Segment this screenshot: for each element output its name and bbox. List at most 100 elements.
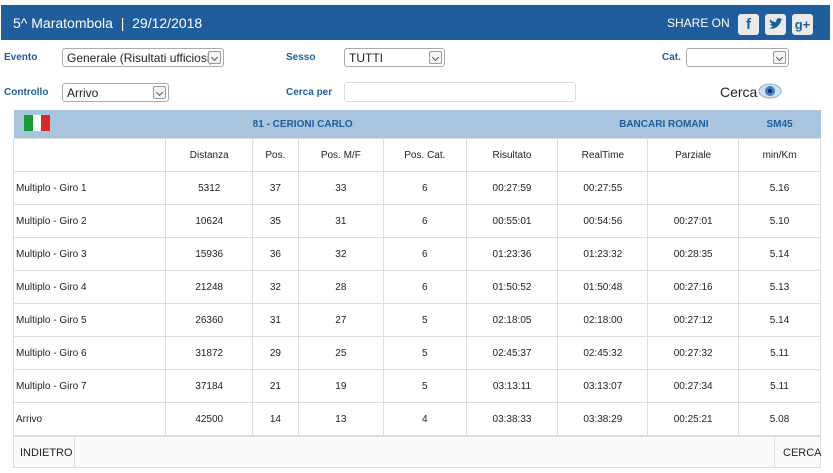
results-table: 81 - CERIONI CARLO BANCARI ROMANI SM45 D… (12, 110, 821, 436)
data-row: Multiplo - Giro 7 37184 21 19 5 03:13:11 03:13… (12, 369, 821, 403)
data-row-cell: 5.14 (738, 303, 821, 337)
data-row-cell: 5.10 (738, 204, 821, 238)
data-row-cell: 28 (297, 270, 385, 304)
data-row-cell: 03:13:07 (557, 369, 649, 403)
title: 5^ Maratombola | 29/12/2018 (13, 15, 203, 31)
controllo-label: Controllo (4, 87, 49, 98)
data-row-cell: Multiplo - Giro 5 (12, 303, 167, 337)
sesso-select[interactable]: TUTTI (344, 48, 445, 67)
data-row-cell: 00:54:56 (557, 204, 649, 238)
data-row-cell: 5.08 (738, 402, 821, 436)
column-header-cell: Risultato (465, 138, 559, 172)
data-row-cell: 00:27:34 (647, 369, 740, 403)
data-row-cell: Multiplo - Giro 1 (12, 171, 167, 205)
column-header-cell: Pos. M/F (297, 138, 385, 172)
back-button[interactable]: INDIETRO (20, 447, 73, 459)
header-bar: 5^ Maratombola | 29/12/2018 SHARE ON f g… (1, 5, 830, 40)
evento-value: Generale (Risultati ufficiosi) (67, 51, 214, 65)
gplus-icon[interactable]: g+ (792, 14, 813, 35)
column-header-cell: min/Km (738, 138, 821, 172)
data-row-cell: 42500 (165, 402, 254, 436)
data-row-cell: Arrivo (12, 402, 167, 436)
evento-label: Evento (4, 52, 38, 63)
data-row-cell: 02:45:32 (557, 336, 649, 370)
cerca-button[interactable]: Cerca (720, 84, 758, 100)
share-label: SHARE ON (667, 16, 730, 30)
search-input[interactable] (344, 82, 576, 102)
data-row-cell: 00:55:01 (465, 204, 559, 238)
data-row-cell: 32 (297, 237, 385, 271)
athlete-name: 81 - CERIONI CARLO (252, 110, 384, 139)
data-row-cell: Multiplo - Giro 2 (12, 204, 167, 238)
data-row-cell: 4 (383, 402, 467, 436)
data-row-cell: 32 (252, 270, 299, 304)
data-row-cell: 37 (252, 171, 299, 205)
data-row-cell: Multiplo - Giro 3 (12, 237, 167, 271)
facebook-icon[interactable]: f (738, 14, 759, 35)
data-row-cell: 00:28:35 (647, 237, 740, 271)
controllo-select[interactable]: Arrivo (62, 83, 169, 102)
data-row-cell: 5.14 (738, 237, 821, 271)
data-row-cell: 10624 (165, 204, 254, 238)
evento-select[interactable]: Generale (Risultati ufficiosi) (62, 48, 224, 67)
data-row-cell: 02:18:00 (557, 303, 649, 337)
data-row-cell: 01:23:36 (465, 237, 559, 271)
data-row: Multiplo - Giro 6 31872 29 25 5 02:45:37 02:45… (12, 336, 821, 370)
eye-icon[interactable] (758, 81, 783, 101)
data-row-cell: 21248 (165, 270, 254, 304)
column-header-cell: Pos. (252, 138, 299, 172)
athlete-category: SM45 (738, 110, 821, 139)
data-row-cell: 00:27:01 (647, 204, 740, 238)
data-row-cell: 5 (383, 336, 467, 370)
data-row-cell: 03:13:11 (465, 369, 559, 403)
data-row-cell: 5 (383, 369, 467, 403)
data-row-cell: 00:27:59 (465, 171, 559, 205)
data-row-cell: 27 (297, 303, 385, 337)
data-row-cell: 26360 (165, 303, 254, 337)
flag (23, 114, 50, 131)
data-row-cell: Multiplo - Giro 6 (12, 336, 167, 370)
divider (74, 437, 75, 467)
sesso-value: TUTTI (349, 51, 383, 65)
flag-cell (13, 110, 253, 139)
data-row-cell: 33 (297, 171, 385, 205)
athlete-row: 81 - CERIONI CARLO BANCARI ROMANI SM45 (13, 110, 821, 139)
data-row-cell: Multiplo - Giro 7 (12, 369, 167, 403)
athlete-team: BANCARI ROMANI (383, 110, 739, 139)
data-row-cell: 00:27:55 (557, 171, 649, 205)
data-row-cell: 5.11 (738, 336, 821, 370)
column-header-cell: Distanza (165, 138, 254, 172)
data-row-cell: 6 (383, 270, 467, 304)
data-row-cell: 02:45:37 (465, 336, 559, 370)
data-row-cell: 29 (252, 336, 299, 370)
data-row-cell: 31 (297, 204, 385, 238)
sesso-label: Sesso (286, 52, 316, 63)
column-header-cell: Parziale (647, 138, 740, 172)
data-row: Multiplo - Giro 1 5312 37 33 6 00:27:59 00:27:… (12, 171, 821, 205)
data-row: Multiplo - Giro 4 21248 32 28 6 01:50:52 01:50… (12, 270, 821, 304)
data-row-cell: 13 (297, 402, 385, 436)
controllo-value: Arrivo (67, 86, 99, 100)
data-row-cell: 00:27:32 (647, 336, 740, 370)
data-row-cell: 5 (383, 303, 467, 337)
search-footer-button[interactable]: CERCA (783, 447, 822, 459)
data-row-cell: 15936 (165, 237, 254, 271)
data-row-cell: 6 (383, 171, 467, 205)
data-row-cell: 00:27:12 (647, 303, 740, 337)
footer-bar: INDIETRO CERCA (13, 436, 822, 468)
twitter-icon[interactable] (765, 14, 786, 35)
data-row-cell: 5312 (165, 171, 254, 205)
cat-select[interactable] (686, 48, 789, 67)
data-row: Arrivo 42500 14 13 4 03:38:33 03:38:29 00:25:21… (12, 402, 821, 436)
data-row-cell: 31 (252, 303, 299, 337)
data-row-cell: 36 (252, 237, 299, 271)
data-row-cell: 00:27:16 (647, 270, 740, 304)
data-row-cell: 01:50:52 (465, 270, 559, 304)
data-row-cell: 21 (252, 369, 299, 403)
data-row-cell: 03:38:29 (557, 402, 649, 436)
cat-label: Cat. (662, 52, 681, 63)
column-header: Distanza Pos. Pos. M/F Pos. Cat. Risultato Re… (12, 138, 821, 172)
data-row-cell: 01:23:32 (557, 237, 649, 271)
data-row-cell: 01:50:48 (557, 270, 649, 304)
